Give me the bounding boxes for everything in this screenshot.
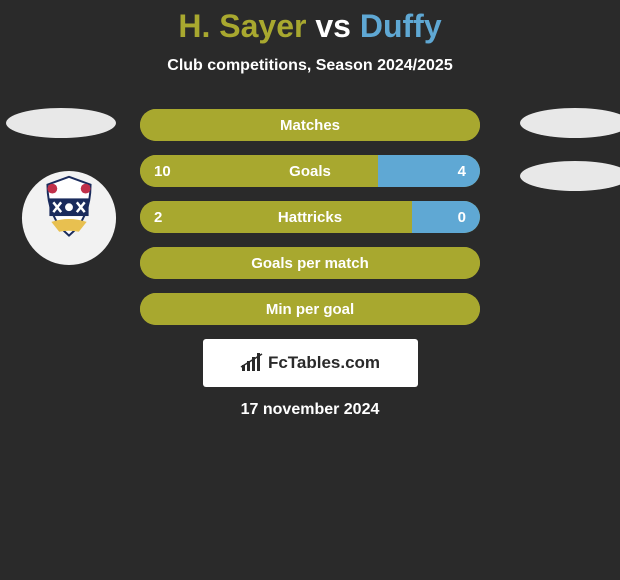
stat-row-goals-per-match: Goals per match [140, 247, 480, 279]
player2-name: Duffy [360, 8, 442, 44]
club-crest-icon [20, 169, 118, 267]
player1-name: H. Sayer [178, 8, 306, 44]
vs-separator: vs [315, 8, 351, 44]
page-title: H. Sayer vs Duffy [0, 8, 620, 45]
date-label: 17 november 2024 [0, 401, 620, 419]
stat-bars: Matches 104Goals 20Hattricks Goals per matc… [140, 109, 480, 325]
source-name: FcTables.com [268, 353, 380, 373]
stat-label: Min per goal [140, 293, 480, 325]
avatar-placeholder-right-2 [520, 161, 620, 191]
stat-row-min-per-goal: Min per goal [140, 293, 480, 325]
avatar-placeholder-right-1 [520, 108, 620, 138]
stat-row-goals: 104Goals [140, 155, 480, 187]
stat-label: Hattricks [140, 201, 480, 233]
chart-icon [240, 353, 266, 373]
comparison-widget: H. Sayer vs Duffy Club competitions, Sea… [0, 0, 620, 419]
avatar-placeholder-left [6, 108, 116, 138]
stat-row-hattricks: 20Hattricks [140, 201, 480, 233]
stats-area: Matches 104Goals 20Hattricks Goals per matc… [0, 109, 620, 325]
subtitle: Club competitions, Season 2024/2025 [0, 57, 620, 75]
stat-label: Goals [140, 155, 480, 187]
stat-label: Goals per match [140, 247, 480, 279]
source-logo[interactable]: FcTables.com [203, 339, 418, 387]
stat-row-matches: Matches [140, 109, 480, 141]
stat-label: Matches [140, 109, 480, 141]
